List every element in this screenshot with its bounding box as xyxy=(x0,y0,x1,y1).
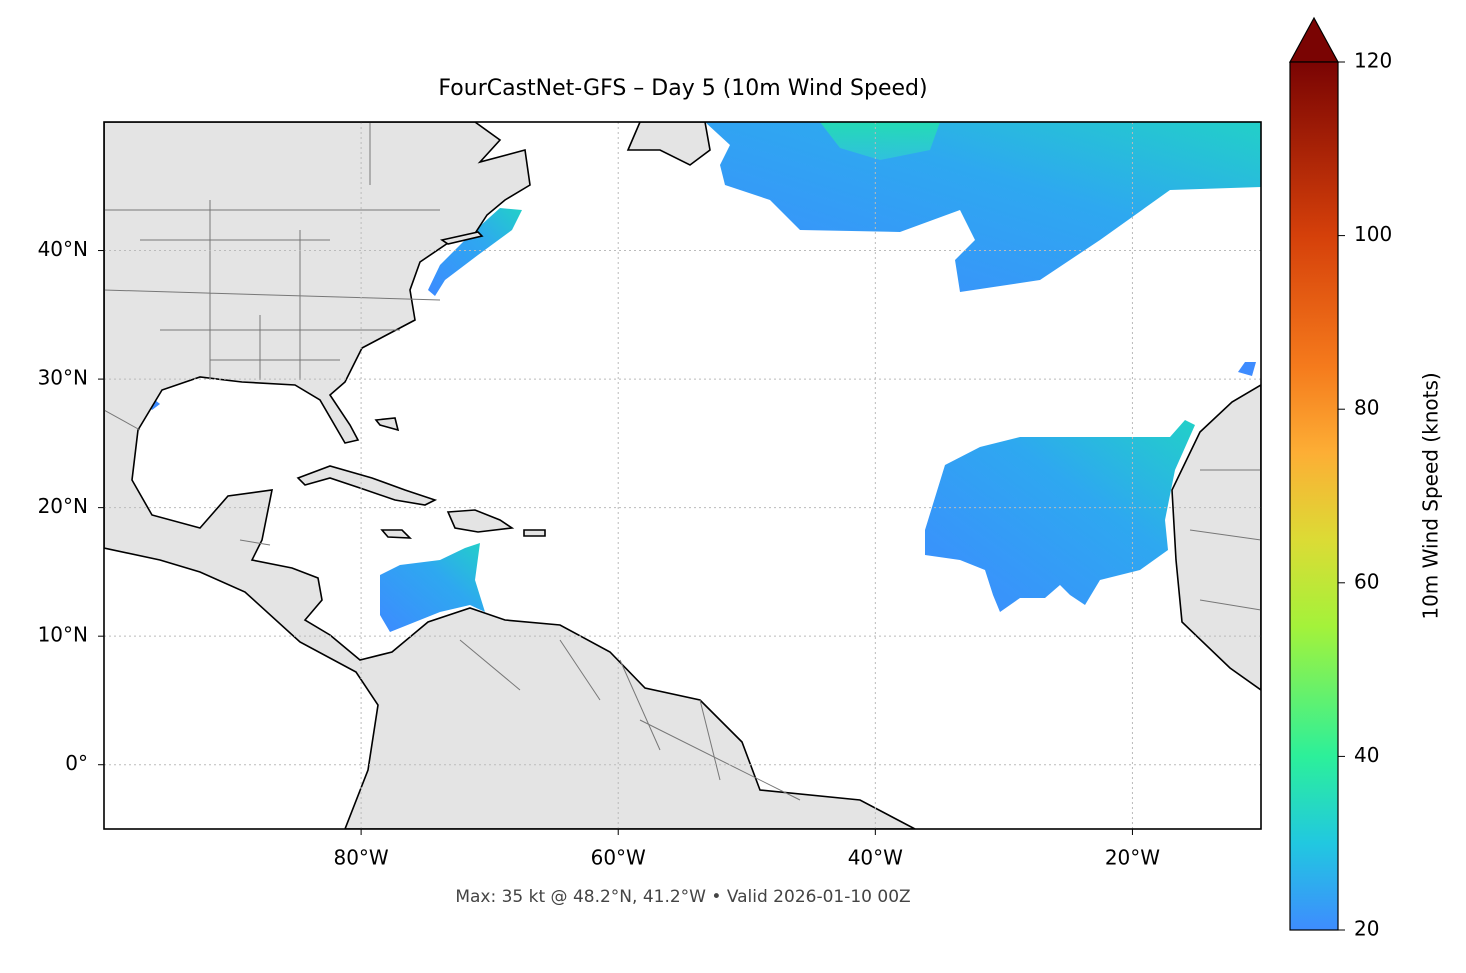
wind-patch xyxy=(925,420,1195,612)
wind-patch xyxy=(705,122,1261,292)
americas xyxy=(104,122,916,829)
wind-patch xyxy=(428,208,522,296)
colorbar-extend xyxy=(1288,16,1340,63)
wind-patch xyxy=(1238,362,1256,376)
y-tick-label: 40°N xyxy=(38,237,88,261)
cuba xyxy=(296,465,438,506)
y-tick-label: 0° xyxy=(65,751,88,775)
wind-patch xyxy=(380,543,485,632)
wind-patch xyxy=(820,122,940,160)
colorbar-tick-label: 100 xyxy=(1354,222,1392,246)
borders xyxy=(104,122,1261,801)
x-tick-label: 60°W xyxy=(591,846,646,870)
jamaica xyxy=(380,529,413,539)
x-tick-label: 80°W xyxy=(333,846,388,870)
long-island xyxy=(439,231,484,245)
y-tick-label: 10°N xyxy=(38,623,88,647)
map-frame xyxy=(103,121,1262,830)
colorbar-tick-label: 20 xyxy=(1354,917,1379,941)
chart-title: FourCastNet-GFS – Day 5 (10m Wind Speed) xyxy=(438,76,927,101)
colorbar-label: 10m Wind Speed (knots) xyxy=(1419,372,1443,619)
wind-field xyxy=(148,122,1261,632)
africa xyxy=(1171,384,1261,691)
puerto-rico xyxy=(523,529,546,537)
y-tick-label: 30°N xyxy=(38,366,88,390)
newfoundland xyxy=(626,122,711,166)
y-tick-label: 20°N xyxy=(38,494,88,518)
colorbar xyxy=(1289,61,1339,931)
footer: Max: 35 kt @ 48.2°N, 41.2°W • Valid 2026… xyxy=(455,887,910,907)
colorbar-tick-label: 120 xyxy=(1354,49,1392,73)
map-area xyxy=(104,122,1261,829)
bahamas xyxy=(374,417,400,432)
colorbar-tick-label: 40 xyxy=(1354,743,1379,767)
colorbar-tick-label: 80 xyxy=(1354,396,1379,420)
hispaniola xyxy=(446,509,515,533)
x-tick-label: 20°W xyxy=(1105,846,1160,870)
colorbar-tick-label: 60 xyxy=(1354,569,1379,593)
x-tick-label: 40°W xyxy=(848,846,903,870)
